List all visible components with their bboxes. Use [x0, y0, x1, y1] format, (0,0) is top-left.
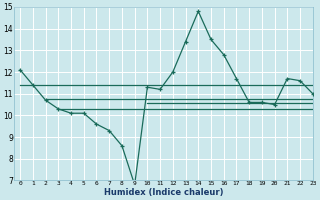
X-axis label: Humidex (Indice chaleur): Humidex (Indice chaleur)	[104, 188, 223, 197]
